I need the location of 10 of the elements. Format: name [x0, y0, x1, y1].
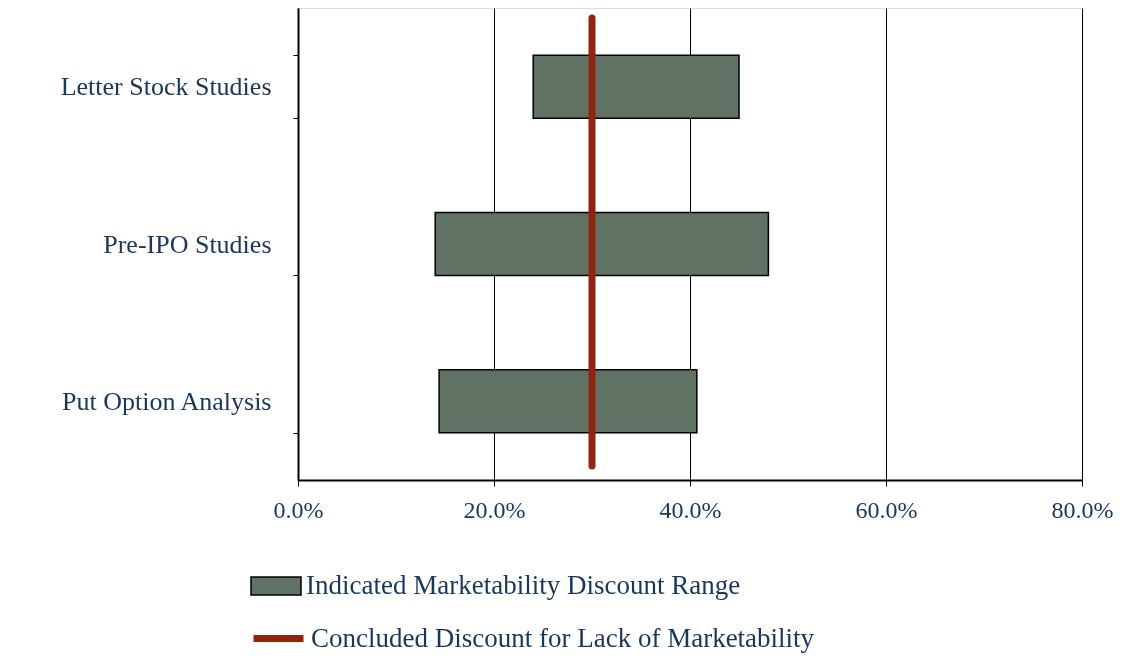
x-tick-label: 0.0% — [273, 496, 324, 523]
y-tick-label: Letter Stock Studies — [60, 72, 272, 102]
x-tick-label: 60.0% — [855, 496, 918, 523]
y-tick-label: Pre-IPO Studies — [103, 229, 272, 259]
x-tick-label: 20.0% — [463, 496, 526, 523]
x-tick-label: 80.0% — [1051, 496, 1114, 523]
y-tick-label: Put Option Analysis — [62, 386, 272, 416]
legend-label: Indicated Marketability Discount Range — [306, 570, 741, 600]
legend-label: Concluded Discount for Lack of Marketability — [311, 622, 815, 653]
x-tick-label: 40.0% — [659, 496, 722, 523]
